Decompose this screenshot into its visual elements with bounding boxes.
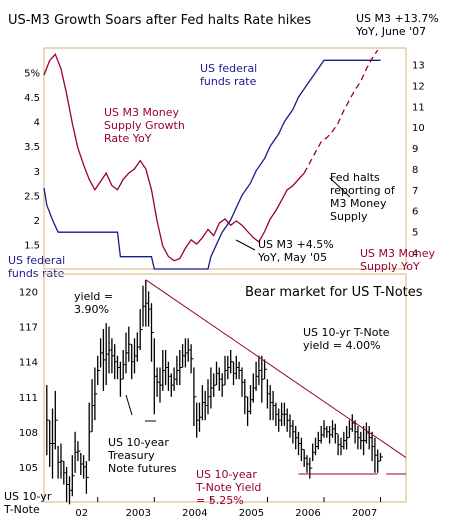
annotation-m3june: YoY, June '07 bbox=[355, 25, 426, 38]
right-tick-label: 12 bbox=[412, 82, 425, 93]
annotation-yield390: yield = bbox=[74, 290, 113, 303]
bottom-x-tick-label: 2006 bbox=[295, 508, 320, 519]
left-tick-label: 1.5 bbox=[24, 240, 40, 251]
annotation-futures: Note futures bbox=[108, 462, 177, 475]
annotation-futures: Treasury bbox=[107, 449, 155, 462]
right-tick-label: 6 bbox=[412, 207, 418, 218]
annotation-yield525: = 5.25% bbox=[196, 494, 244, 507]
right-tick-label: 11 bbox=[412, 102, 425, 113]
right-tick-label: 10 bbox=[412, 123, 425, 134]
m3-estimate-dashed-line bbox=[303, 49, 379, 174]
left-tick-label: 4.5 bbox=[24, 93, 40, 104]
bottom-y-tick-label: 117 bbox=[19, 323, 38, 334]
bottom-y-axis: 120 117 114 111 108 105 bbox=[19, 288, 38, 474]
top-left-axis: 5% 4.5 4 3.5 3 2.5 2 1.5 bbox=[24, 69, 40, 252]
annotation-m3growth: Supply Growth bbox=[104, 119, 185, 132]
bottom-plot-frame bbox=[43, 273, 407, 503]
bottom-panel: Bear market for US T-Notes 1201171141111… bbox=[3, 273, 423, 519]
annotation-m3growth: US M3 Money bbox=[104, 106, 179, 119]
bottom-y-tick-label: 114 bbox=[19, 358, 38, 369]
top-plot-frame bbox=[43, 47, 407, 270]
tnote-downtrend-line bbox=[145, 279, 407, 458]
top-right-axis: 13 12 11 10 9 8 7 6 5 4 bbox=[412, 61, 425, 260]
annotation-halts: M3 Money bbox=[330, 197, 387, 210]
bottom-y-tick-label: 120 bbox=[19, 288, 38, 299]
left-tick-label: 3.5 bbox=[24, 142, 40, 153]
annotation-yield390: 3.90% bbox=[74, 303, 109, 316]
annotation-m3may: YoY, May '05 bbox=[257, 251, 327, 264]
bottom-y-tick-label: 111 bbox=[19, 393, 38, 404]
right-tick-label: 9 bbox=[412, 144, 418, 155]
annotation-m3may: US M3 +4.5% bbox=[258, 238, 334, 251]
left-tick-label: 3 bbox=[34, 167, 40, 178]
right-tick-label: 7 bbox=[412, 186, 418, 197]
right-tick-label: 13 bbox=[412, 61, 425, 72]
m3may-pointer bbox=[235, 239, 256, 251]
bottom-x-tick-label: 2004 bbox=[182, 508, 207, 519]
annotation-ffr: US federal bbox=[200, 62, 257, 75]
annotation-futures: US 10-year bbox=[108, 436, 169, 449]
annotation-yield400: US 10-yr T-Note bbox=[303, 326, 390, 339]
annotation-tnote_left: T-Note bbox=[3, 503, 40, 516]
annotation-m3_right: Supply YoY bbox=[360, 260, 420, 273]
right-tick-label: 4 bbox=[412, 248, 418, 259]
bottom-y-tick-label: 105 bbox=[19, 463, 38, 474]
annotation-yield525: T-Note Yield bbox=[195, 481, 261, 494]
annotation-ffr_left: funds rate bbox=[8, 267, 65, 280]
annotation-yield525: US 10-year bbox=[196, 468, 257, 481]
annotation-tnote_left: US 10-yr bbox=[4, 490, 52, 503]
right-tick-label: 8 bbox=[412, 165, 418, 176]
bottom-x-tick-label: 2003 bbox=[126, 508, 151, 519]
left-tick-label: 5% bbox=[24, 69, 40, 80]
bottom-y-tick-label: 108 bbox=[19, 428, 38, 439]
m3-money-supply-line bbox=[43, 53, 305, 262]
annotation-m3june: US M3 +13.7% bbox=[356, 12, 439, 25]
bottom-x-tick-label: 2005 bbox=[239, 508, 264, 519]
annotation-yield400: yield = 4.00% bbox=[303, 339, 381, 352]
bottom-x-tick-label: 2007 bbox=[352, 508, 377, 519]
annotation-m3_right: US M3 Money bbox=[360, 247, 435, 260]
annotation-m3growth: Rate YoY bbox=[104, 132, 152, 145]
annotation-ffr_left: US federal bbox=[8, 254, 65, 267]
bottom-x-axis: 02 2003 2004 2005 2006 2007 bbox=[75, 497, 382, 519]
bottom-x-tick-label: 02 bbox=[75, 508, 88, 519]
left-tick-label: 4 bbox=[34, 118, 40, 129]
annotation-halts: Supply bbox=[330, 210, 368, 223]
annotation-halts: Fed halts bbox=[330, 171, 380, 184]
left-tick-label: 2 bbox=[34, 216, 40, 227]
left-tick-label: 2.5 bbox=[24, 191, 40, 202]
top-chart-title: US-M3 Growth Soars after Fed halts Rate … bbox=[8, 13, 311, 28]
top-panel: US-M3 Growth Soars after Fed halts Rate … bbox=[8, 12, 439, 280]
halts-pointer bbox=[329, 177, 351, 198]
annotation-halts: reporting of bbox=[330, 184, 396, 197]
bottom-chart-title: Bear market for US T-Notes bbox=[245, 285, 423, 300]
right-tick-label: 5 bbox=[412, 227, 418, 238]
tnote-futures-bars bbox=[46, 279, 383, 505]
fed-funds-rate-line bbox=[43, 59, 381, 270]
futures-pointer-1 bbox=[125, 394, 133, 416]
annotation-ffr: funds rate bbox=[200, 75, 257, 88]
